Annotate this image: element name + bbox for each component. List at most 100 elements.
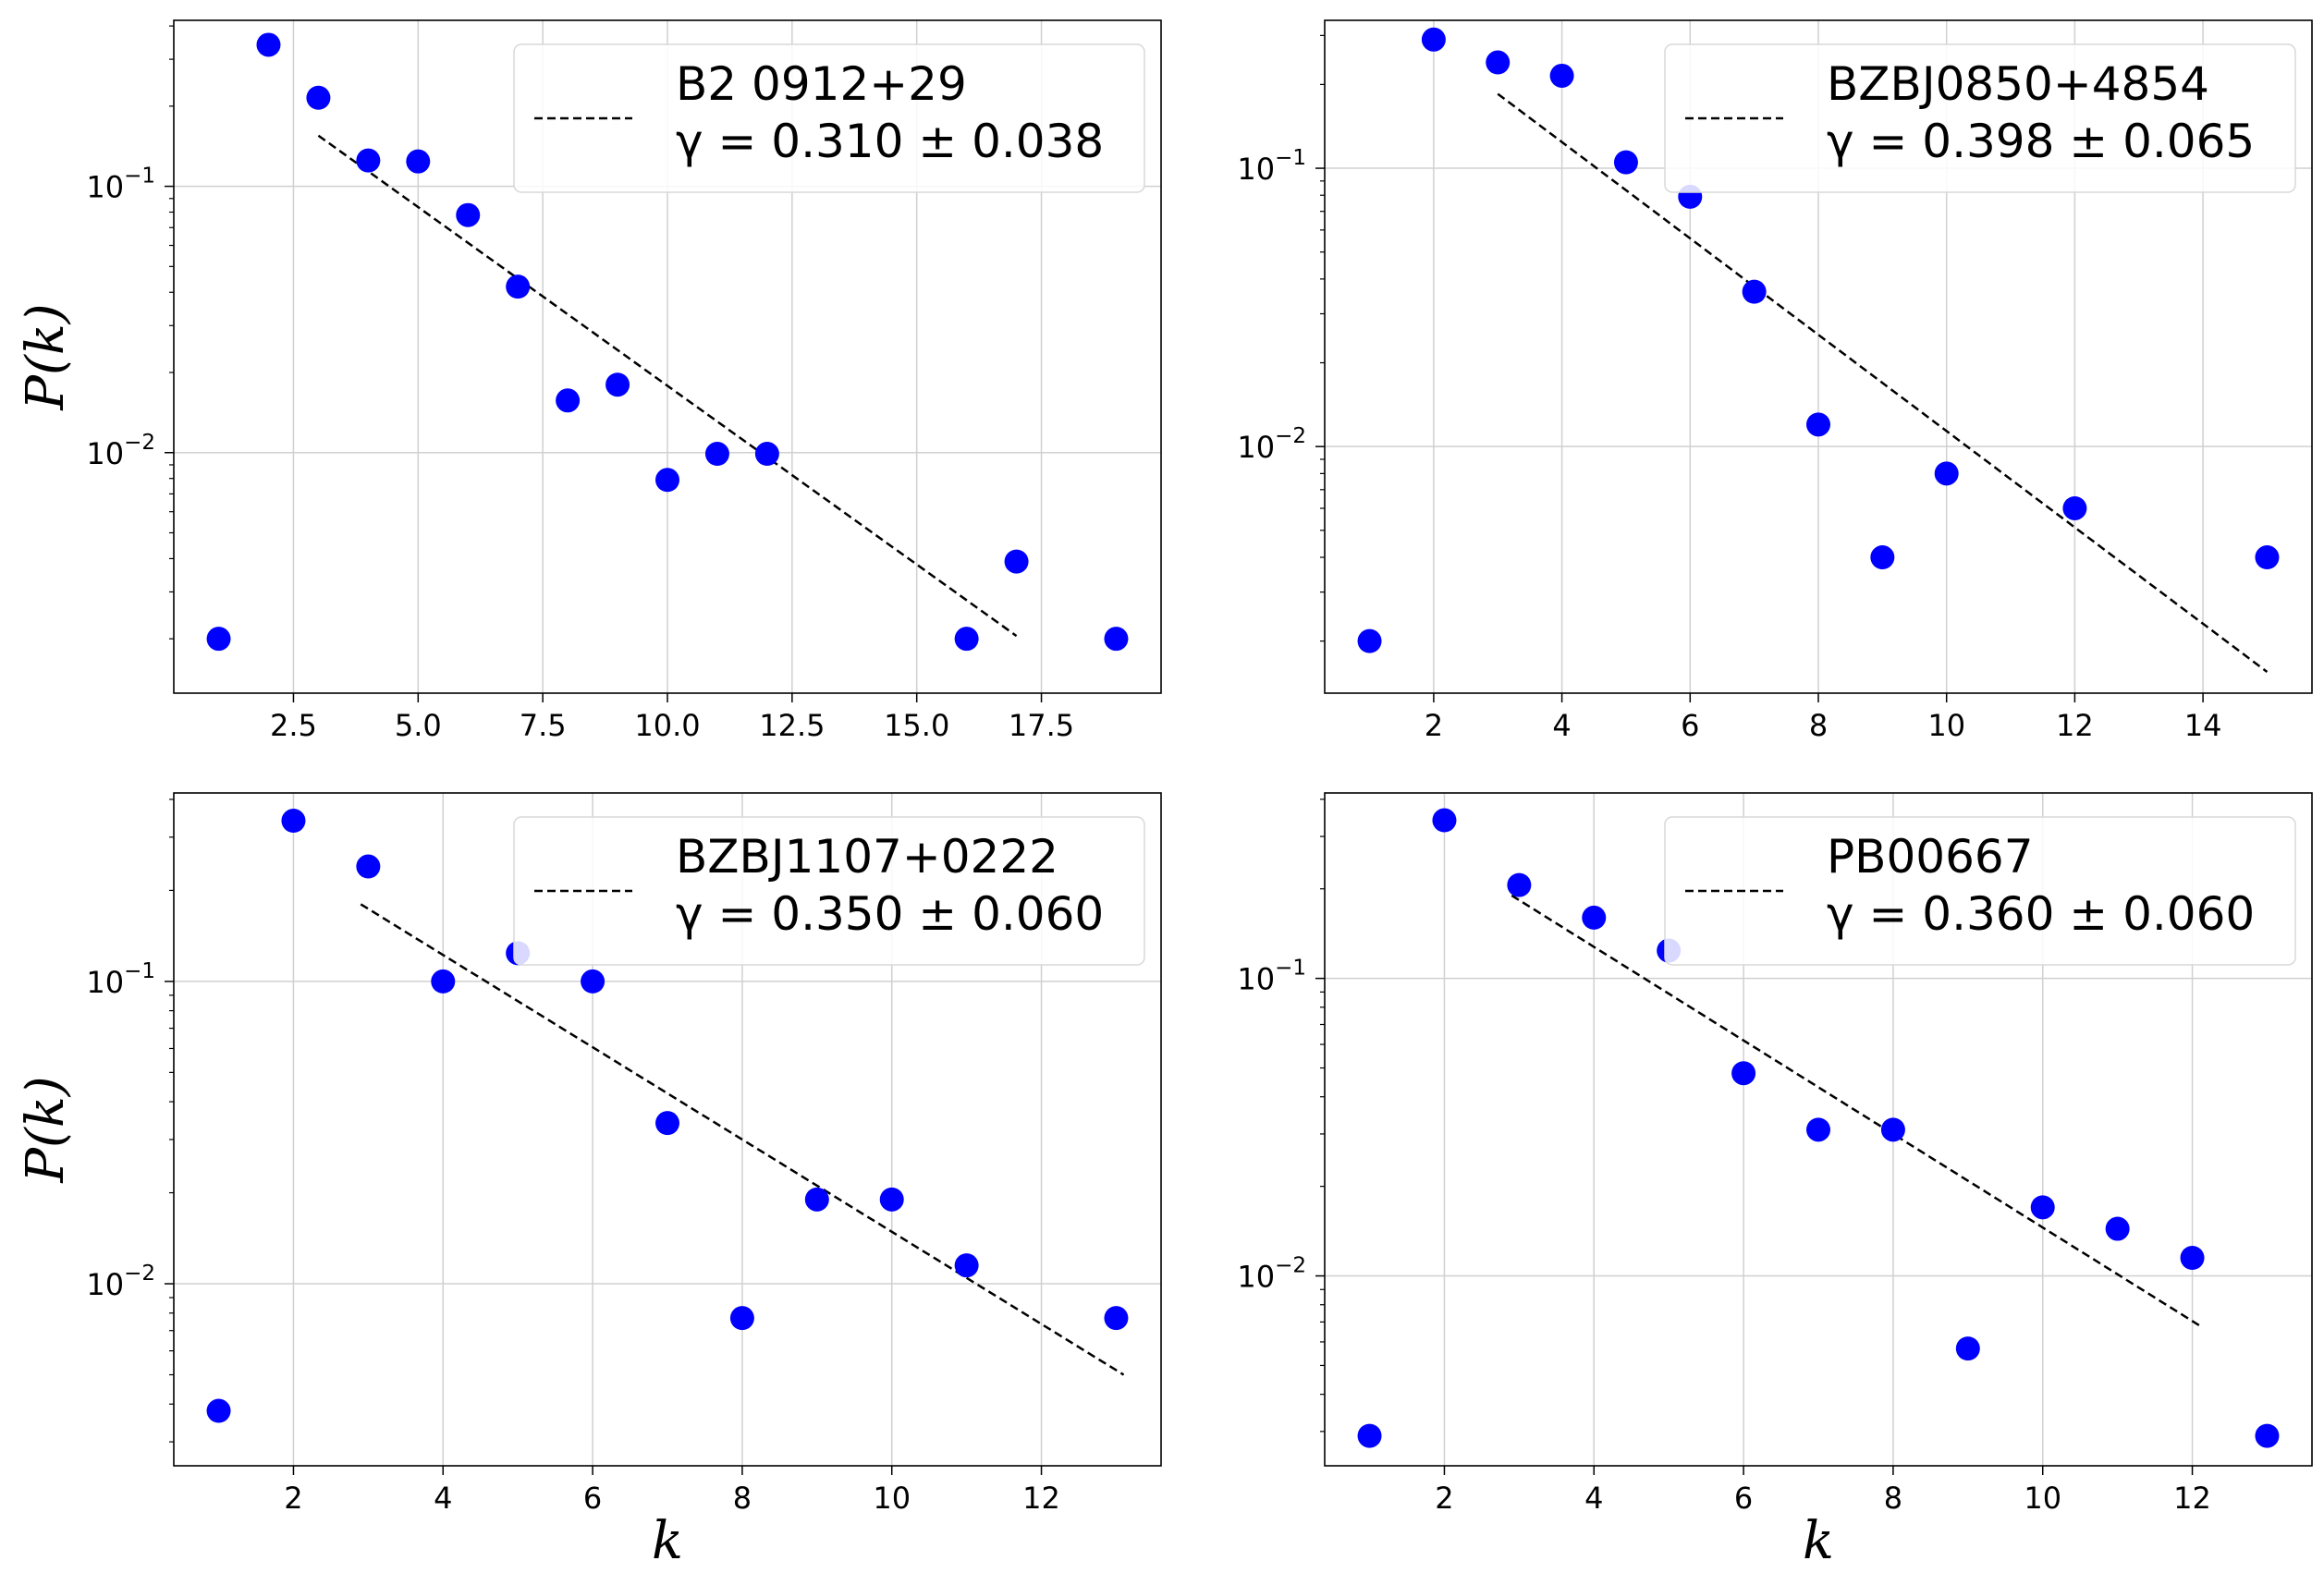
x-tick-label: 2.5 xyxy=(270,708,317,743)
y-tick-label: 10−2 xyxy=(86,1262,155,1302)
data-point xyxy=(506,274,531,299)
data-point xyxy=(1613,150,1638,175)
data-point xyxy=(1806,412,1830,437)
y-tick-label: 10−1 xyxy=(1237,146,1306,187)
x-tick-label: 10 xyxy=(1927,708,1965,743)
y-tick-exponent: −2 xyxy=(1275,424,1306,448)
data-point xyxy=(1507,872,1532,897)
data-point xyxy=(1486,50,1511,75)
x-tick-label: 15.0 xyxy=(884,708,949,743)
x-tick-label: 8 xyxy=(1809,708,1828,743)
data-point xyxy=(655,1111,679,1136)
data-point xyxy=(206,627,231,652)
legend-box xyxy=(513,816,1145,966)
axes-frame xyxy=(1324,19,2313,694)
x-tick-label: 8 xyxy=(733,1481,752,1516)
x-tick-label: 6 xyxy=(583,1481,602,1516)
data-point xyxy=(406,149,431,174)
axes-frame xyxy=(1324,792,2313,1467)
data-point xyxy=(754,442,779,467)
x-tick-label: 12 xyxy=(2056,708,2094,743)
data-point xyxy=(1357,628,1382,653)
data-point xyxy=(954,1253,979,1278)
data-point xyxy=(2105,1216,2130,1241)
x-tick-label: 7.5 xyxy=(520,708,567,743)
data-point xyxy=(804,1187,829,1212)
data-point xyxy=(356,854,381,879)
x-tick-label: 4 xyxy=(1552,708,1571,743)
data-point xyxy=(1870,545,1895,570)
data-point xyxy=(281,809,306,834)
legend-box xyxy=(1664,43,2296,193)
legend-gamma: γ = 0.360 ± 0.060 xyxy=(1827,887,2255,941)
legend-box xyxy=(513,43,1145,193)
data-point xyxy=(1806,1117,1830,1142)
x-tick-label: 10 xyxy=(873,1481,911,1516)
x-tick-label: 12 xyxy=(2173,1481,2211,1516)
legend-label: B2 0912+29 xyxy=(676,57,967,111)
legend-gamma: γ = 0.350 ± 0.060 xyxy=(676,887,1104,941)
data-point xyxy=(1582,905,1607,930)
data-point xyxy=(954,627,979,652)
data-point xyxy=(2062,495,2087,520)
x-tick-label: 6 xyxy=(1681,708,1699,743)
x-tick-label: 14 xyxy=(2184,708,2222,743)
y-axis-label: P(k) xyxy=(16,303,76,410)
data-point xyxy=(1955,1336,1980,1361)
y-tick-label: 10−2 xyxy=(86,431,155,471)
x-tick-label: 8 xyxy=(1884,1481,1902,1516)
y-axis-label: P(k) xyxy=(16,1076,76,1183)
x-tick-label: 5.0 xyxy=(395,708,442,743)
y-tick-exponent: −1 xyxy=(1275,957,1306,981)
x-tick-label: 17.5 xyxy=(1009,708,1074,743)
data-point xyxy=(1432,808,1457,833)
fit-line xyxy=(317,134,1018,638)
x-tick-label: 10 xyxy=(2024,1481,2061,1516)
data-point xyxy=(581,969,605,994)
data-point xyxy=(1934,461,1959,486)
y-tick-label: 10−1 xyxy=(1237,957,1306,997)
data-point xyxy=(1549,63,1574,88)
y-tick-label: 10−2 xyxy=(1237,424,1306,465)
x-tick-label: 6 xyxy=(1734,1481,1753,1516)
chart-panel-1: 2.5 5.0 7.5 10.0 12.5 15.0 17.5 10−2 10−1 B2 0912… xyxy=(16,19,1162,743)
data-point xyxy=(1880,1117,1905,1142)
legend-gamma: γ = 0.398 ± 0.065 xyxy=(1827,115,2255,168)
y-tick-exponent: −1 xyxy=(1275,146,1306,170)
y-tick-exponent: −1 xyxy=(124,959,155,983)
data-point xyxy=(879,1187,904,1212)
data-point xyxy=(2180,1245,2205,1270)
axes-frame xyxy=(173,19,1162,694)
y-tick-label: 10−2 xyxy=(1237,1254,1306,1295)
x-tick-label: 12 xyxy=(1022,1481,1060,1516)
data-point xyxy=(1357,1423,1382,1448)
data-point xyxy=(1104,1306,1129,1331)
data-point xyxy=(2030,1195,2055,1220)
y-tick-exponent: −1 xyxy=(124,165,155,189)
legend: B2 0912+29γ = 0.310 ± 0.038 xyxy=(513,43,1145,193)
data-point xyxy=(1104,627,1129,652)
y-tick-label: 10−1 xyxy=(86,959,155,1000)
fit-line xyxy=(1497,92,2269,673)
y-tick-exponent: −2 xyxy=(124,1262,155,1286)
fit-line xyxy=(360,903,1125,1376)
data-point xyxy=(1421,27,1446,52)
legend-box xyxy=(1664,816,2296,966)
data-point xyxy=(306,85,331,110)
x-tick-label: 4 xyxy=(434,1481,452,1516)
data-point xyxy=(704,442,729,467)
x-tick-label: 10.0 xyxy=(634,708,700,743)
data-point xyxy=(2255,1423,2280,1448)
legend-label: BZBJ1107+0222 xyxy=(676,830,1058,884)
y-tick-exponent: −2 xyxy=(1275,1254,1306,1278)
data-point xyxy=(556,388,581,413)
data-point xyxy=(2255,545,2280,570)
legend-label: PB00667 xyxy=(1827,830,2034,884)
data-point xyxy=(431,969,456,994)
